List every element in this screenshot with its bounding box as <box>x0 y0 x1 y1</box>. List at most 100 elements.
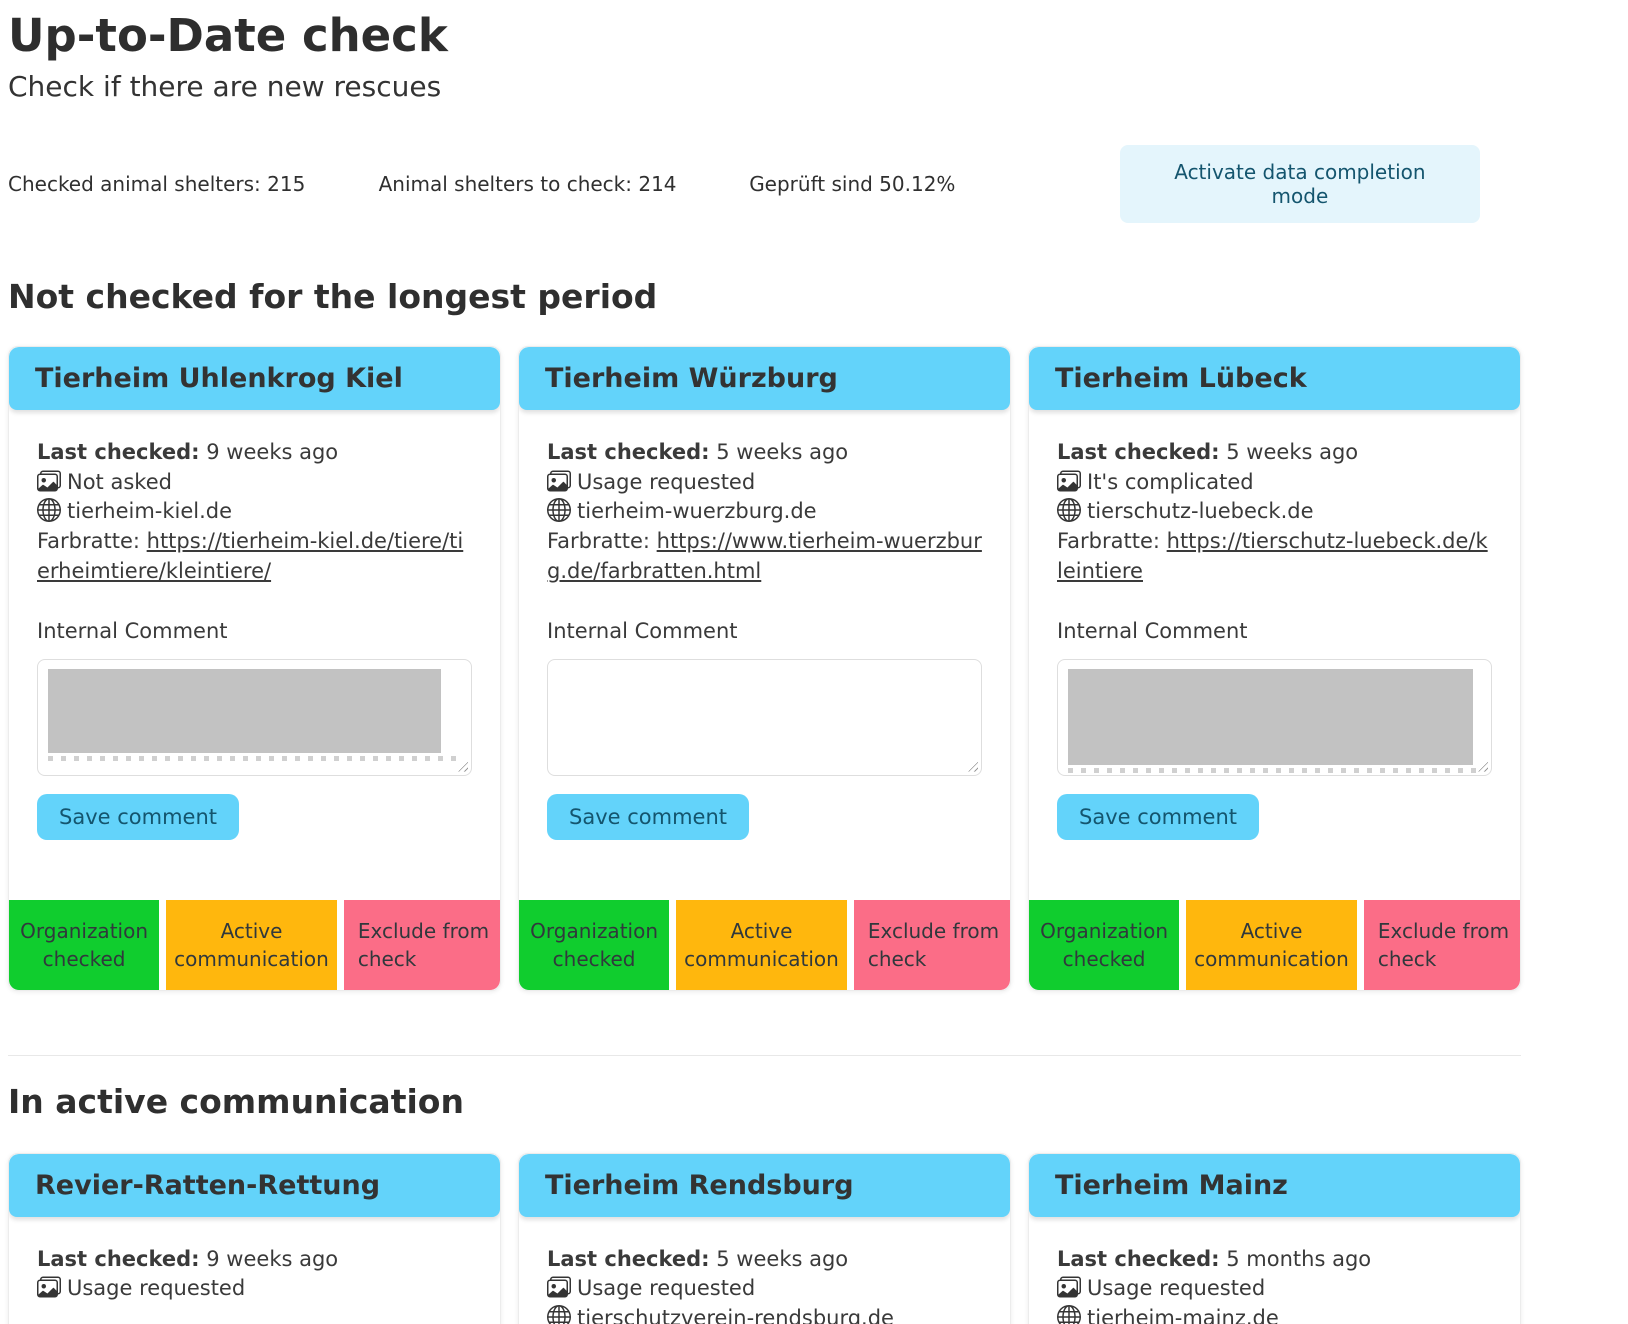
farbratte-line: Farbratte: https://www.tierheim-wuerzbur… <box>547 527 982 587</box>
last-checked-label: Last checked: <box>547 1246 710 1271</box>
farbratte-line: Farbratte: https://tierheim-kiel.de/tier… <box>37 527 472 587</box>
website-line: tierheim-kiel.de <box>37 497 472 527</box>
redacted-comment-remnant <box>48 755 461 761</box>
image-status-line: Usage requested <box>547 468 982 498</box>
section-divider <box>8 1054 1521 1056</box>
organization-checked-button[interactable]: Organization checked <box>1029 899 1180 990</box>
website-line: tierheim-wuerzburg.de <box>547 497 982 527</box>
last-checked-value: 9 weeks ago <box>206 1246 339 1271</box>
website-text: tierheim-wuerzburg.de <box>577 499 817 524</box>
internal-comment-label: Internal Comment <box>547 618 738 643</box>
last-checked-line: Last checked: 5 weeks ago <box>1057 438 1492 468</box>
last-checked-line: Last checked: 5 weeks ago <box>547 438 982 468</box>
exclude-from-check-button[interactable]: Exclude from check <box>343 899 500 990</box>
save-comment-button[interactable]: Save comment <box>37 793 239 840</box>
images-icon <box>1057 469 1081 493</box>
shelter-card-body: Last checked: 9 weeks ago Not asked tier… <box>9 410 500 840</box>
textarea-resize-handle[interactable] <box>965 758 978 772</box>
save-comment-button[interactable]: Save comment <box>547 793 749 840</box>
save-comment-button[interactable]: Save comment <box>1057 793 1259 840</box>
page: Up-to-Date check Check if there are new … <box>8 10 1521 1324</box>
internal-comment-textarea[interactable] <box>547 658 982 776</box>
globe-icon <box>547 1305 571 1324</box>
shelter-card-title: Tierheim Mainz <box>1029 1153 1520 1217</box>
exclude-from-check-button[interactable]: Exclude from check <box>1363 899 1520 990</box>
shelter-card-body: Last checked: 5 weeks ago It's complicat… <box>1029 410 1520 840</box>
image-status-text: Usage requested <box>1087 1276 1266 1301</box>
website-line: tierheim-mainz.de <box>1057 1304 1492 1324</box>
globe-icon <box>547 498 571 523</box>
website-text: tierschutzverein-rendsburg.de <box>577 1306 894 1324</box>
card-footer: Organization checked Active communicatio… <box>9 899 500 990</box>
cards-row-not-checked: Tierheim Uhlenkrog Kiel Last checked: 9 … <box>8 345 1521 991</box>
last-checked-value: 5 weeks ago <box>1226 439 1359 464</box>
stat-checked-shelters: Checked animal shelters: 215 <box>8 171 306 196</box>
website-text: tierheim-kiel.de <box>67 499 233 524</box>
image-status-text: Usage requested <box>67 1276 246 1301</box>
website-text: tierheim-mainz.de <box>1087 1306 1279 1324</box>
website-line: tierschutzverein-rendsburg.de <box>547 1304 982 1324</box>
page-subtitle: Check if there are new rescues <box>8 69 442 103</box>
image-status-text: It's complicated <box>1087 469 1254 494</box>
redacted-comment-block <box>1068 668 1473 765</box>
active-communication-button[interactable]: Active communication <box>676 899 847 990</box>
active-communication-button[interactable]: Active communication <box>1186 899 1357 990</box>
card-footer: Organization checked Active communicatio… <box>519 899 1010 990</box>
shelter-card-title: Tierheim Rendsburg <box>519 1153 1010 1217</box>
images-icon <box>37 469 61 493</box>
last-checked-label: Last checked: <box>1057 439 1220 464</box>
last-checked-line: Last checked: 9 weeks ago <box>37 438 472 468</box>
internal-comment-textarea[interactable] <box>37 658 472 776</box>
images-icon <box>1057 1275 1081 1299</box>
globe-icon <box>1057 1305 1081 1324</box>
last-checked-label: Last checked: <box>37 439 200 464</box>
internal-comment-label: Internal Comment <box>1057 618 1248 643</box>
image-status-line: Not asked <box>37 468 472 498</box>
activate-data-completion-button[interactable]: Activate data completion mode <box>1119 144 1481 223</box>
globe-icon <box>37 498 61 523</box>
organization-checked-button[interactable]: Organization checked <box>9 899 160 990</box>
active-communication-button[interactable]: Active communication <box>166 899 337 990</box>
internal-comment-textarea[interactable] <box>1057 658 1492 776</box>
shelter-card-title: Tierheim Uhlenkrog Kiel <box>9 346 500 410</box>
shelter-card: Tierheim Rendsburg Last checked: 5 weeks… <box>518 1152 1011 1324</box>
globe-icon <box>1057 498 1081 523</box>
card-footer: Organization checked Active communicatio… <box>1029 899 1520 990</box>
shelter-card: Tierheim Lübeck Last checked: 5 weeks ag… <box>1028 345 1521 991</box>
section-heading-active-communication: In active communication <box>8 1081 464 1121</box>
image-status-line: It's complicated <box>1057 468 1492 498</box>
internal-comment-label: Internal Comment <box>37 618 228 643</box>
farbratte-label: Farbratte: <box>37 529 140 554</box>
last-checked-label: Last checked: <box>1057 1246 1220 1271</box>
last-checked-value: 9 weeks ago <box>206 439 339 464</box>
redacted-comment-remnant <box>1068 767 1481 773</box>
image-status-line: Usage requested <box>1057 1274 1492 1304</box>
shelter-card: Tierheim Uhlenkrog Kiel Last checked: 9 … <box>8 345 501 991</box>
images-icon <box>547 469 571 493</box>
last-checked-value: 5 weeks ago <box>716 439 849 464</box>
page-title: Up-to-Date check <box>8 9 448 62</box>
shelter-card-body: Last checked: 5 weeks ago Usage requeste… <box>519 1217 1010 1324</box>
farbratte-line: Farbratte: https://tierschutz-luebeck.de… <box>1057 527 1492 587</box>
stat-percent-checked: Geprüft sind 50.12% <box>749 171 956 196</box>
website-line: tierschutz-luebeck.de <box>1057 497 1492 527</box>
farbratte-link[interactable]: https://tierheim-kiel.de/tiere/tierheimt… <box>37 529 464 583</box>
shelter-card-body: Last checked: 9 weeks ago Usage requeste… <box>9 1217 500 1324</box>
last-checked-label: Last checked: <box>547 439 710 464</box>
stat-shelters-to-check: Animal shelters to check: 214 <box>378 171 677 196</box>
farbratte-label: Farbratte: <box>547 529 650 554</box>
shelter-card: Tierheim Würzburg Last checked: 5 weeks … <box>518 345 1011 991</box>
shelter-card: Tierheim Mainz Last checked: 5 months ag… <box>1028 1152 1521 1324</box>
cards-row-active-communication: Revier-Ratten-Rettung Last checked: 9 we… <box>8 1152 1521 1324</box>
farbratte-link[interactable]: https://tierschutz-luebeck.de/kleintiere <box>1057 529 1488 583</box>
redacted-comment-block <box>48 668 441 753</box>
image-status-text: Usage requested <box>577 469 756 494</box>
last-checked-label: Last checked: <box>37 1246 200 1271</box>
shelter-card-body: Last checked: 5 weeks ago Usage requeste… <box>519 410 1010 840</box>
farbratte-link[interactable]: https://www.tierheim-wuerzburg.de/farbra… <box>547 529 982 583</box>
last-checked-value: 5 weeks ago <box>716 1246 849 1271</box>
organization-checked-button[interactable]: Organization checked <box>519 899 670 990</box>
exclude-from-check-button[interactable]: Exclude from check <box>853 899 1010 990</box>
image-status-text: Not asked <box>67 469 172 494</box>
shelter-card-title: Revier-Ratten-Rettung <box>9 1153 500 1217</box>
